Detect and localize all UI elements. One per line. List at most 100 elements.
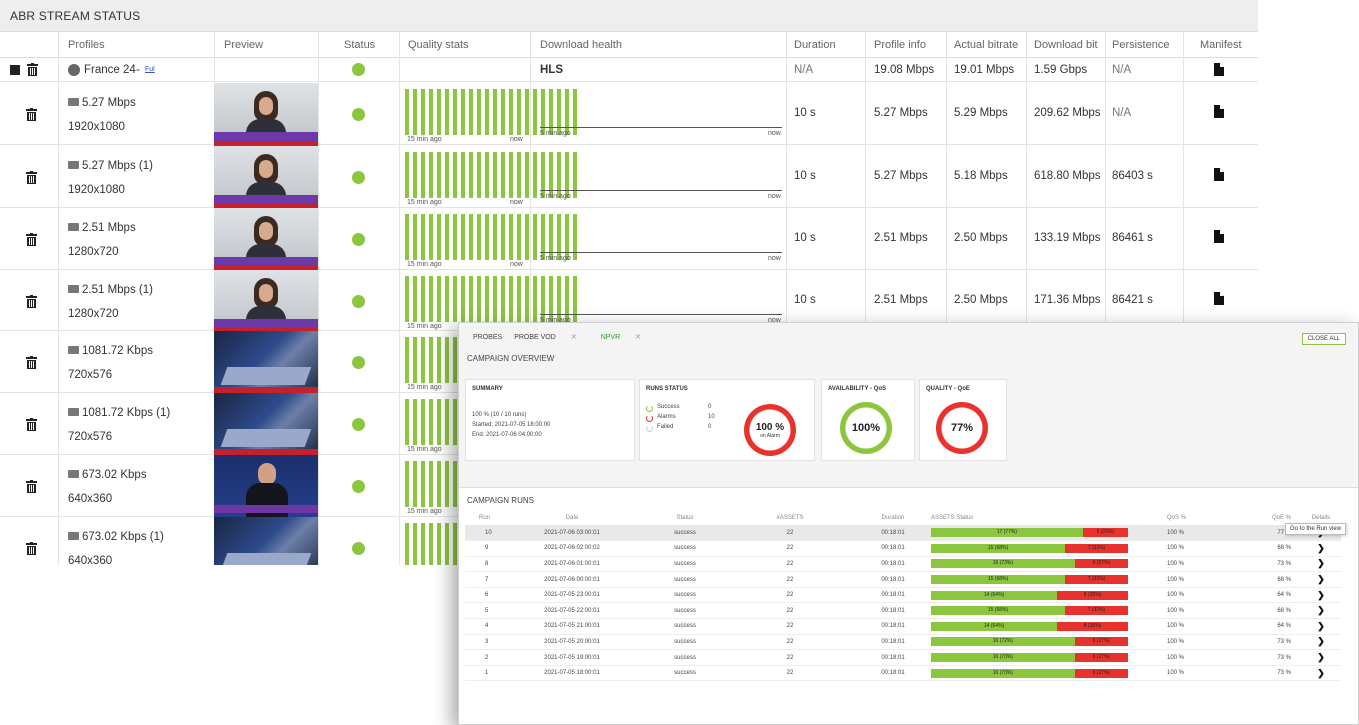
runs-col-duration: Duration — [855, 512, 931, 526]
runs-col-date: Date — [499, 512, 645, 526]
run-row[interactable]: 9 2021-07-06 02:00:02 success 22 00:18:01 15 … — [465, 540, 1341, 557]
tab-npvr[interactable]: NPVR ✕ — [601, 334, 653, 341]
quality-stats-bars — [405, 152, 577, 198]
chevron-right-icon[interactable]: ❯ — [1317, 620, 1325, 631]
trash-icon[interactable] — [26, 480, 37, 493]
run-row[interactable]: 4 2021-07-05 21:00:01 success 22 00:18:01 14 … — [465, 618, 1341, 635]
run-qos: 100 % — [1167, 634, 1247, 651]
runs-title: CAMPAIGN RUNS — [467, 496, 534, 505]
run-date: 2021-07-06 03:00:01 — [499, 525, 645, 542]
preview-thumbnail[interactable] — [214, 208, 318, 272]
channel-row: France 24 - Ful HLS N/A 19.08 Mbps 19.01… — [0, 58, 1258, 82]
chevron-right-icon[interactable]: ❯ — [1317, 558, 1325, 569]
trash-icon[interactable] — [26, 356, 37, 369]
channel-profile-info: 19.08 Mbps — [874, 64, 935, 76]
preview-thumbnail[interactable] — [214, 517, 318, 565]
run-row[interactable]: 2 2021-07-05 19:00:01 success 22 00:18:01 16 … — [465, 649, 1341, 666]
profile-resolution: 1920x1080 — [68, 121, 125, 133]
quality-bar — [405, 152, 409, 198]
legend-failed: Failed 0 — [646, 424, 726, 434]
quality-bar — [485, 276, 489, 322]
preview-thumbnail[interactable] — [214, 146, 318, 210]
preview-thumbnail[interactable] — [214, 331, 318, 395]
run-assets: 22 — [725, 618, 855, 635]
column-divider — [399, 32, 400, 565]
assets-status-bar: 14 (64%) 8 (36%) — [931, 590, 1128, 600]
quality-bar — [469, 276, 473, 322]
preview-thumbnail[interactable] — [214, 270, 318, 334]
quality-bar — [477, 276, 481, 322]
manifest-icon[interactable] — [1214, 168, 1224, 181]
availability-title: AVAILABILITY - QoS — [828, 386, 886, 392]
profile-actual-bitrate: 5.18 Mbps — [954, 170, 1008, 182]
download-label-start: 5 min ago — [540, 193, 571, 200]
run-qoe: 73 % — [1247, 634, 1301, 651]
manifest-icon[interactable] — [1214, 230, 1224, 243]
quality-bar — [405, 337, 409, 383]
chevron-right-icon[interactable]: ❯ — [1317, 667, 1325, 678]
profile-bitrate: 2.51 Mbps — [68, 222, 136, 234]
tab-probes[interactable]: PROBES — [473, 334, 503, 341]
run-qoe: 64 % — [1247, 618, 1301, 635]
profile-row: 5.27 Mbps 1920x1080 15 min ago now 5 min ago… — [0, 83, 1258, 147]
trash-icon[interactable] — [26, 108, 37, 121]
trash-icon[interactable] — [26, 542, 37, 555]
success-ring-icon — [646, 405, 653, 412]
chevron-right-icon[interactable]: ❯ — [1317, 652, 1325, 663]
preview-thumbnail[interactable] — [214, 455, 318, 519]
profile-persistence: 86403 s — [1112, 170, 1153, 182]
quality-title: QUALITY - QoE — [926, 386, 970, 392]
download-health-axis — [540, 127, 782, 128]
run-row[interactable]: 3 2021-07-05 20:00:01 success 22 00:18:01 16 … — [465, 634, 1341, 651]
preview-thumbnail[interactable] — [214, 393, 318, 457]
quality-stats-bars — [405, 89, 577, 135]
quality-bar — [421, 276, 425, 322]
run-status: success — [645, 587, 725, 604]
run-row[interactable]: 10 2021-07-06 03:00:01 success 22 00:18:01 17… — [465, 525, 1341, 542]
channel-full-link[interactable]: Ful — [145, 66, 155, 73]
quality-bar — [429, 337, 433, 383]
profile-bitrate-text: 5.27 Mbps (1) — [82, 160, 153, 172]
trash-icon[interactable] — [27, 63, 38, 76]
chevron-right-icon[interactable]: ❯ — [1317, 605, 1325, 616]
availability-card: AVAILABILITY - QoS 100% — [821, 379, 915, 461]
quality-bar — [501, 214, 505, 260]
close-tab-icon[interactable]: ✕ — [635, 334, 642, 341]
chevron-right-icon[interactable]: ❯ — [1317, 542, 1325, 553]
quality-bar — [453, 89, 457, 135]
trash-icon[interactable] — [26, 294, 37, 308]
run-date: 2021-07-05 22:00:01 — [499, 602, 645, 620]
close-tab-icon[interactable]: ✕ — [570, 334, 577, 341]
quality-bar — [469, 152, 473, 198]
chevron-right-icon[interactable]: ❯ — [1317, 589, 1325, 600]
trash-icon[interactable] — [26, 233, 37, 246]
run-row[interactable]: 5 2021-07-05 22:00:01 success 22 00:18:01 15 … — [465, 602, 1341, 620]
profile-duration: 10 s — [794, 107, 816, 119]
tab-probe-vod[interactable]: PROBE VOD ✕ — [514, 334, 589, 341]
preview-thumbnail[interactable] — [214, 83, 318, 147]
trash-icon[interactable] — [26, 171, 37, 184]
stop-icon[interactable] — [10, 65, 20, 75]
run-row[interactable]: 6 2021-07-05 23:00:01 success 22 00:18:01 14 … — [465, 587, 1341, 604]
quality-bar — [453, 276, 457, 322]
profile-actual-bitrate: 5.29 Mbps — [954, 107, 1008, 119]
manifest-icon[interactable] — [1214, 105, 1224, 118]
run-row[interactable]: 1 2021-07-05 18:00:01 success 22 00:18:01 16 … — [465, 665, 1341, 682]
quality-bar — [517, 89, 521, 135]
chevron-right-icon[interactable]: ❯ — [1317, 574, 1325, 585]
quality-label-start: 15 min ago — [407, 261, 442, 268]
col-header-quality-stats: Quality stats — [408, 39, 469, 51]
manifest-icon[interactable] — [1214, 63, 1224, 76]
assets-status-bar: 16 (73%) 6 (27%) — [931, 559, 1128, 569]
chevron-right-icon[interactable]: ❯ — [1317, 636, 1325, 647]
run-row[interactable]: 8 2021-07-06 01:00:01 success 22 00:18:01 16 … — [465, 556, 1341, 573]
run-qoe: 73 % — [1247, 665, 1301, 682]
tab-probe-vod-label: PROBE VOD — [514, 334, 556, 341]
manifest-icon[interactable] — [1214, 292, 1224, 305]
close-all-button[interactable]: CLOSE ALL — [1301, 333, 1346, 345]
quality-bar — [429, 214, 433, 260]
quality-bar — [509, 276, 513, 322]
run-row[interactable]: 7 2021-07-06 00:00:01 success 22 00:18:01 15 … — [465, 571, 1341, 588]
col-header-download-bit: Download bit — [1034, 39, 1098, 51]
trash-icon[interactable] — [26, 418, 37, 431]
